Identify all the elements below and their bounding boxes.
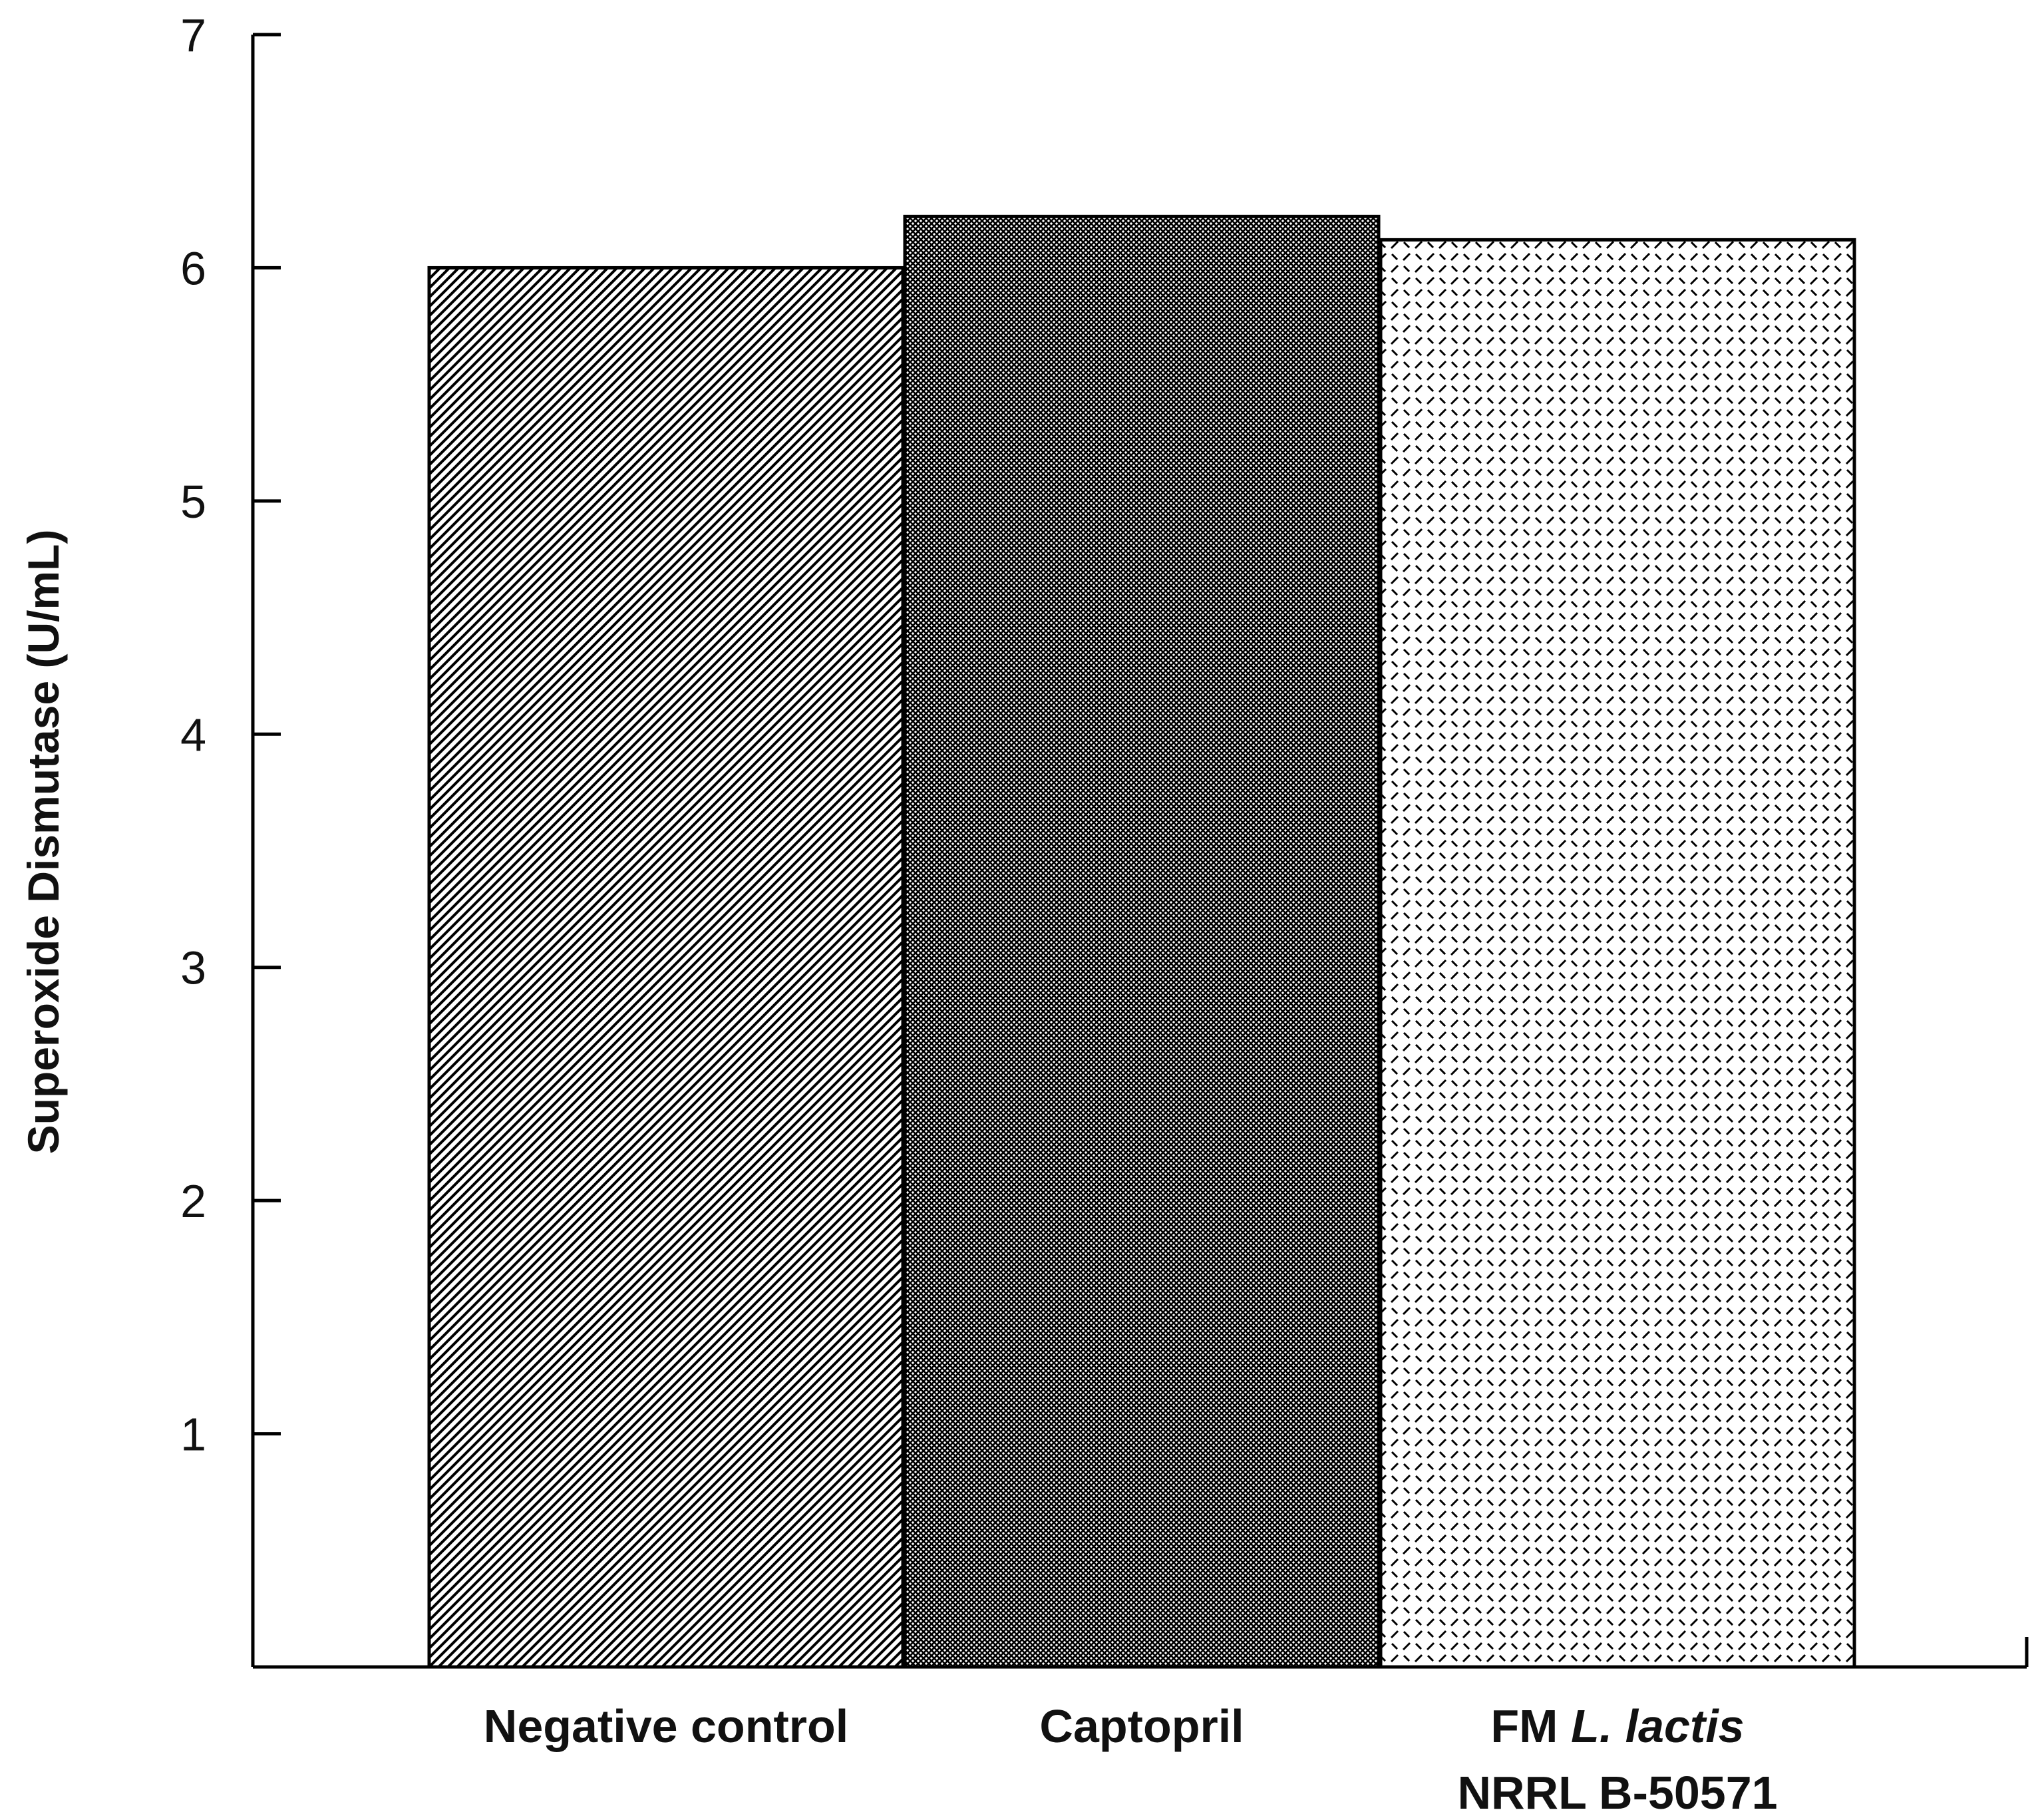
y-tick-label: 7 <box>180 9 206 61</box>
bar <box>1379 238 1856 1669</box>
category-label: Negative control <box>484 1700 848 1752</box>
category-label-part: L. lactis <box>1571 1700 1745 1752</box>
category-label-part: FM <box>1490 1700 1571 1752</box>
y-ticks: 1 2 3 4 5 6 7 <box>180 9 281 1461</box>
category-label-part: Negative control <box>484 1700 848 1752</box>
category-label-part: NRRL B-50571 <box>1457 1767 1777 1819</box>
bar <box>903 214 1381 1669</box>
y-tick-label: 6 <box>180 242 206 294</box>
category-labels: Negative control Captopril FM L. lactis NRR… <box>484 1700 1778 1819</box>
bar <box>427 266 905 1669</box>
y-tick-label: 1 <box>180 1409 206 1461</box>
category-label-part: Captopril <box>1039 1700 1244 1752</box>
y-axis-title: Superoxide Dismutase (U/mL) <box>19 530 68 1155</box>
category-label: NRRL B-50571 <box>1457 1767 1777 1819</box>
y-tick-label: 5 <box>180 476 206 528</box>
y-tick-label: 3 <box>180 942 206 994</box>
category-label: FM L. lactis <box>1490 1700 1744 1752</box>
category-label: Captopril <box>1039 1700 1244 1752</box>
y-tick-label: 4 <box>180 709 206 761</box>
bars <box>427 214 1856 1669</box>
y-tick-label: 2 <box>180 1175 206 1227</box>
